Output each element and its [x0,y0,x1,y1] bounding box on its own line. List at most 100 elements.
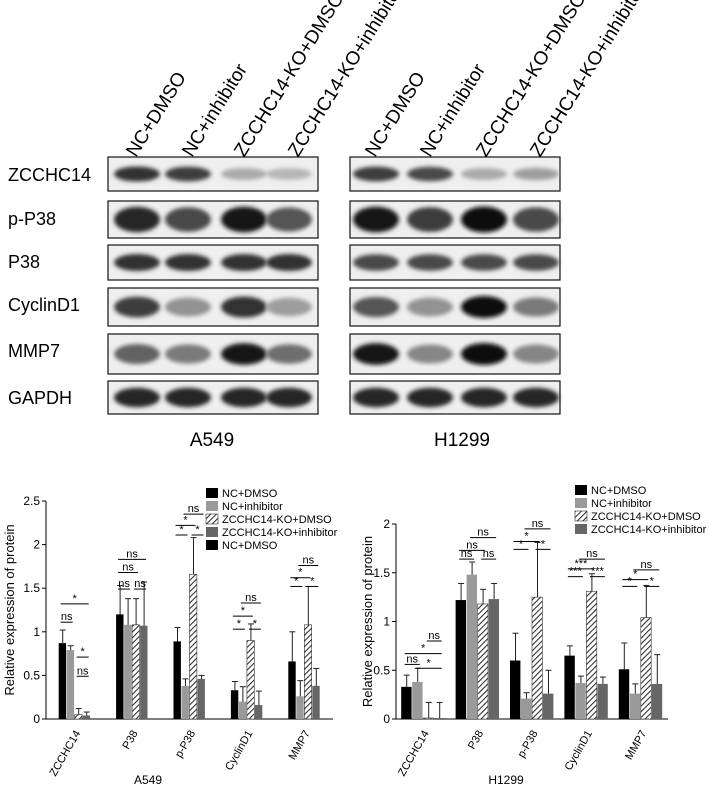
significance-label: * [519,538,524,550]
significance-label: ns [77,665,89,677]
y-tick-label: 0 [33,712,40,726]
significance-label: ns [406,653,418,665]
y-tick-label: 0 [383,712,390,726]
significance-label: * [241,605,246,617]
blot-band [513,297,559,317]
significance-label: * [421,643,426,655]
significance-label: *** [591,566,605,578]
bar [197,678,205,719]
x-tick-label: P38 [466,729,486,752]
cell-line-label-a549: A549 [190,430,234,451]
legend-swatch [206,488,218,498]
bar [564,655,575,719]
significance-label: * [81,646,86,658]
x-tick-label: CyclinD1 [223,729,255,773]
blot-band [513,207,559,232]
blot-panels [107,156,561,415]
bar [254,705,263,719]
bar [488,599,499,719]
y-tick-label: 1.5 [373,566,390,580]
legend-label: NC+DMSO [591,485,647,497]
significance-label: * [298,567,303,579]
significance-label: ns [477,527,489,539]
x-tick-label: MMP7 [287,729,313,763]
bar [246,640,255,720]
protein-label: P38 [8,252,40,272]
significance-label: * [195,524,200,536]
significance-label: * [237,618,242,630]
bar [140,625,148,719]
bar [116,614,124,719]
blot-band [221,387,267,408]
blot-band [461,167,507,181]
blot-band [513,387,559,408]
legend-swatch [205,513,219,525]
bar [543,693,554,719]
legend-label: ZCCHC14-KO+inhibitor [591,524,707,536]
western-blot-section: NC+DMSO NC+inhibitor ZCCHC14-KO+DMSO ZCC… [8,0,650,451]
bar [434,718,445,719]
y-tick-label: 1 [33,625,40,639]
significance-label: ns [122,562,134,574]
bar [230,690,239,719]
significance-label: * [633,569,638,581]
legend-swatch [575,524,587,534]
significance-label: ns [302,555,314,567]
bar [131,624,140,720]
y-tick-label: 0.5 [373,663,390,677]
bar-chart-a549: 0 0.5 1 1.5 2 2.5 Relative expression of prote… [2,488,338,785]
significance-label: ns [245,592,257,604]
blot-band [461,343,507,365]
protein-label: CyclinD1 [8,295,80,315]
bar [296,696,304,719]
bar [66,650,75,719]
bar [477,603,489,720]
lane-labels-h1299: NC+DMSO NC+inhibitor ZCCHC14-KO+DMSO ZCC… [361,0,650,161]
significance-label: ns [483,548,495,560]
x-tick-label: MMP7 [623,729,649,763]
legend-label: NC+DMSO [222,540,278,552]
legend-swatch [575,498,587,508]
blot-band [221,296,267,318]
protein-label: MMP7 [8,341,60,361]
significance-label: *** [574,558,588,570]
significance-label: ns [188,503,200,515]
blot-band [353,166,399,182]
bar [58,643,67,719]
y-tick-label: 0.5 [23,668,40,682]
x-tick-label: p-P38 [173,729,198,760]
significance-label: ns [586,548,598,560]
blot-band [165,166,211,182]
blot-band [407,166,453,182]
blot-band [165,387,211,408]
blot-band [407,254,453,271]
blot-band [266,207,312,232]
bar [173,641,181,719]
bar [303,624,312,720]
blot-band [353,254,399,271]
legend-label: ZCCHC14-KO+DMSO [591,511,701,523]
x-axis-label: H1299 [488,773,524,785]
x-tick-label: P38 [121,729,141,752]
lane-label: ZCCHC14-KO+inhibitor [526,0,650,161]
significance-label: * [73,593,78,605]
blot-band [165,344,211,364]
x-tick-label: ZCCHC14 [48,729,84,779]
bar [618,669,630,719]
blot-band [165,253,211,272]
bar [597,683,608,719]
blot-band [461,206,507,233]
significance-label: * [253,618,258,630]
bar-chart-h1299: 0 0.5 1 1.5 2 Relative expression of protein Z… [360,485,707,785]
legend-label: NC+inhibitor [591,498,652,510]
bar [312,685,320,719]
bar [629,693,641,719]
bar [181,685,189,719]
blot-band [353,296,399,318]
blot-band [221,343,267,365]
significance-label: * [179,524,184,536]
y-tick-label: 2 [383,517,390,531]
protein-labels: ZCCHC14 p-P38 P38 CyclinD1 MMP7 GAPDH [8,165,91,408]
bar [531,596,543,720]
blot-band [461,296,507,318]
